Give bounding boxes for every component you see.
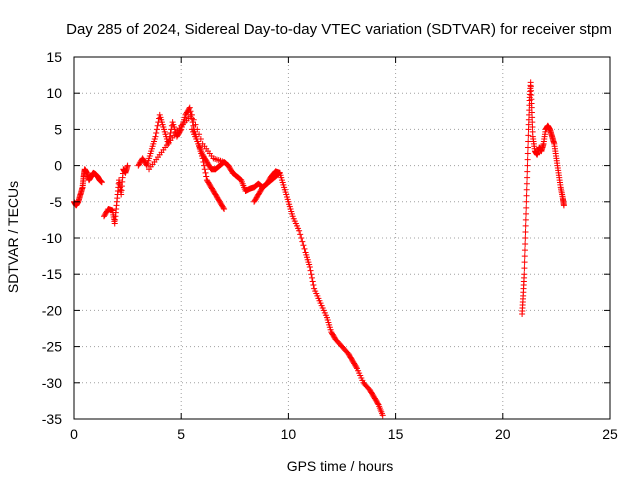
data-point [524, 174, 531, 181]
x-tick-label: 10 [281, 426, 297, 442]
series-arc-7 [519, 79, 567, 318]
data-point [523, 198, 530, 205]
data-point [522, 228, 529, 235]
data-point [167, 130, 174, 137]
axes [73, 56, 611, 420]
y-tick-label: -35 [42, 411, 62, 427]
data-point [374, 400, 381, 407]
data-point [525, 132, 532, 139]
series-arc-4 [146, 111, 228, 173]
data-point [296, 227, 303, 234]
data-point [153, 126, 160, 133]
chart-title: Day 285 of 2024, Sidereal Day-to-day VTE… [66, 21, 612, 38]
data-point [524, 162, 531, 169]
data-point [524, 150, 531, 157]
data-point [310, 282, 317, 289]
data-point [379, 412, 386, 419]
data-point [525, 138, 532, 145]
data-point [521, 247, 528, 254]
data-point [201, 162, 208, 169]
x-tick-label: 5 [177, 426, 185, 442]
data-point [353, 364, 360, 371]
data-point [522, 216, 529, 223]
y-tick-label: -10 [42, 230, 62, 246]
data-point [297, 231, 304, 238]
data-point [299, 238, 306, 245]
y-tick-label: 5 [54, 121, 62, 137]
data-point [523, 180, 530, 187]
data-point [187, 108, 194, 115]
data-point [308, 271, 315, 278]
data-point [309, 278, 316, 285]
data-point [523, 204, 530, 211]
data-point [523, 210, 530, 217]
data-point [221, 206, 228, 213]
data-point [523, 186, 530, 193]
data-point [524, 144, 531, 151]
data-points [71, 79, 567, 419]
data-point [166, 133, 173, 140]
data-point [152, 133, 159, 140]
data-point [521, 271, 528, 278]
data-point [524, 168, 531, 175]
x-tick-label: 20 [495, 426, 511, 442]
data-point [203, 173, 210, 180]
y-tick-label: -5 [50, 194, 63, 210]
data-point [522, 222, 529, 229]
data-point [298, 235, 305, 241]
y-tick-label: -20 [42, 302, 62, 318]
data-point [522, 241, 529, 248]
data-point [201, 166, 208, 173]
data-point [202, 169, 209, 176]
data-point [300, 242, 307, 249]
data-point [524, 156, 531, 163]
data-point [98, 179, 105, 186]
y-tick-label: 15 [46, 49, 62, 65]
y-tick-label: -15 [42, 266, 62, 282]
data-point [301, 245, 308, 252]
data-point [186, 104, 193, 111]
data-point [521, 265, 528, 272]
data-point [196, 131, 203, 138]
data-point [143, 161, 150, 168]
data-point [190, 116, 197, 123]
tick-labels: 0 5 10 15 20 25 15 10 5 0 -5 -10 -15 -20 -25 -30 -35 [42, 49, 618, 442]
data-point [308, 274, 315, 281]
data-point [306, 263, 313, 270]
y-tick-label: 10 [46, 85, 62, 101]
data-point [194, 126, 201, 133]
data-point [124, 162, 131, 169]
data-point [523, 192, 530, 199]
x-tick-label: 0 [70, 426, 78, 442]
plot-frame [73, 56, 611, 420]
x-tick-label: 15 [388, 426, 404, 442]
data-point [153, 130, 160, 137]
data-point [154, 122, 161, 129]
y-tick-label: 0 [54, 158, 62, 174]
data-point [522, 235, 529, 241]
data-point [220, 204, 227, 211]
y-tick-label: -25 [42, 339, 62, 355]
data-point [521, 259, 528, 266]
x-tick-label: 25 [602, 426, 618, 442]
data-point [236, 175, 243, 182]
data-point [521, 253, 528, 260]
x-axis-label: GPS time / hours [287, 458, 394, 474]
y-tick-label: -30 [42, 375, 62, 391]
series-arc-6 [251, 168, 386, 419]
data-point [188, 111, 195, 118]
data-point [307, 267, 314, 274]
data-point [192, 121, 199, 128]
y-axis-label: SDTVAR / TECUs [5, 181, 21, 293]
data-point [560, 202, 567, 209]
series-arc-2 [101, 162, 131, 227]
